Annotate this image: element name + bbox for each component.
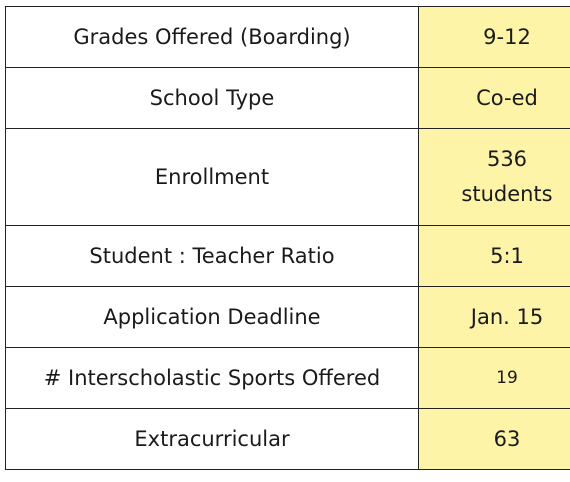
enrollment-value-unit: students bbox=[461, 182, 553, 206]
grades-offered-label: Grades Offered (Boarding) bbox=[5, 6, 419, 68]
extracurricular-label: Extracurricular bbox=[5, 408, 419, 470]
table-row: # Interscholastic Sports Offered 19 bbox=[5, 347, 570, 409]
table-row: Grades Offered (Boarding) 9-12 bbox=[5, 6, 570, 68]
enrollment-label: Enrollment bbox=[5, 128, 419, 226]
enrollment-value-number: 536 bbox=[486, 147, 528, 171]
table-row: Extracurricular 63 bbox=[5, 408, 570, 470]
table-row: Student : Teacher Ratio 5:1 bbox=[5, 225, 570, 287]
student-teacher-ratio-label: Student : Teacher Ratio bbox=[5, 225, 419, 287]
grades-offered-value: 9-12 bbox=[418, 6, 570, 68]
student-teacher-ratio-value: 5:1 bbox=[418, 225, 570, 287]
table-row: School Type Co-ed bbox=[5, 67, 570, 129]
application-deadline-label: Application Deadline bbox=[5, 286, 419, 348]
table-row: Enrollment 536 students bbox=[5, 128, 570, 226]
school-type-value: Co-ed bbox=[418, 67, 570, 129]
extracurricular-value: 63 bbox=[418, 408, 570, 470]
table-row: Application Deadline Jan. 15 bbox=[5, 286, 570, 348]
enrollment-value: 536 students bbox=[418, 128, 570, 226]
school-facts-table: Grades Offered (Boarding) 9-12 School Ty… bbox=[5, 6, 570, 470]
application-deadline-value: Jan. 15 bbox=[418, 286, 570, 348]
sports-offered-label: # Interscholastic Sports Offered bbox=[5, 347, 419, 409]
school-type-label: School Type bbox=[5, 67, 419, 129]
sports-offered-value: 19 bbox=[418, 347, 570, 409]
